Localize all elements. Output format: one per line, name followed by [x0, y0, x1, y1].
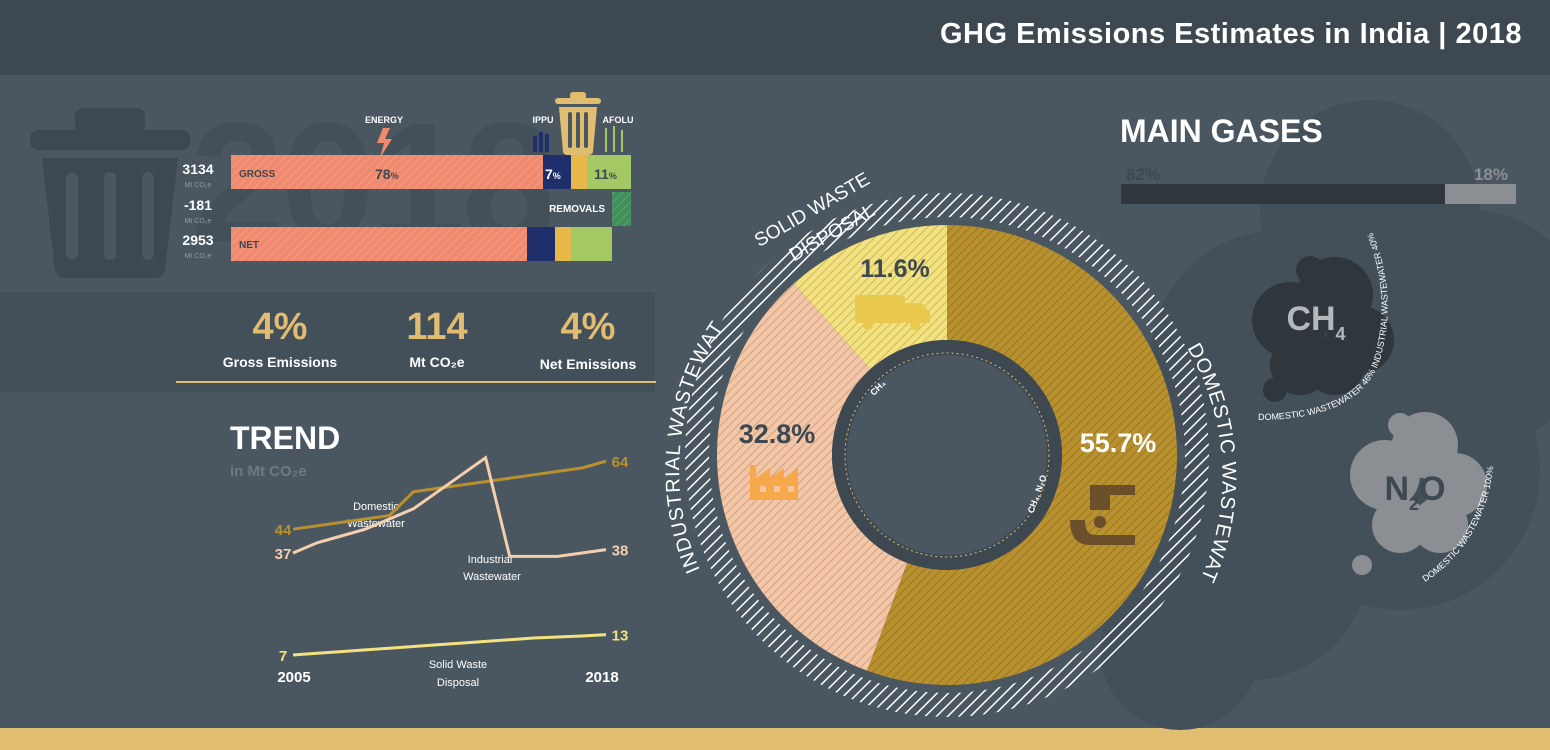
removals-unit: Mt CO₂e: [185, 218, 212, 225]
wheat-icon: [605, 126, 623, 152]
ch4-cloud-icon: [1252, 256, 1394, 402]
gross-unit: Mt CO₂e: [185, 182, 212, 189]
kpi-gross-label: Gross Emissions: [222, 354, 338, 370]
domestic-percent: 55.7%: [1080, 428, 1157, 458]
trend-chart: Domestic Wastewater Industrial Wastewate…: [275, 454, 629, 689]
kpi-net-value: 4%: [560, 306, 616, 348]
factory-icon: [533, 132, 549, 152]
ippu-share-label: 7%: [545, 166, 561, 182]
kpi-mt-value: 114: [406, 306, 468, 348]
gross-value: 3134: [182, 161, 213, 177]
trend-subtitle: in Mt CO₂e: [230, 463, 307, 480]
kpi-net-label: Net Emissions: [539, 356, 637, 372]
net-ippu-bar: [527, 227, 555, 261]
trend-x-start: 2005: [277, 669, 310, 686]
waste-trash-icon: [555, 92, 601, 155]
donut-segment-hatch-1: [717, 283, 908, 671]
trend-end-label-1: 38: [612, 543, 629, 560]
factory-icon: [750, 465, 798, 500]
footer-bar: [0, 728, 1550, 750]
faucet-icon: [1070, 485, 1135, 545]
ippu-label: IPPU: [532, 115, 553, 125]
removals-row-label: REMOVALS: [549, 204, 605, 215]
solid-series-label-1: Solid Waste: [429, 659, 487, 671]
garbage-truck-icon: [855, 295, 930, 330]
gross-waste-bar: [571, 155, 587, 189]
energy-share-label: 78%: [375, 166, 399, 182]
emission-bars: ENERGY IPPU AFOLU 3134 Mt CO₂e -181 Mt C…: [182, 92, 634, 261]
lightning-icon: [377, 128, 392, 158]
net-value: 2953: [182, 232, 213, 248]
net-afolu-bar: [571, 227, 612, 261]
domestic-series-label-1: Domestic: [353, 501, 399, 513]
trend-end-label-2: 13: [612, 628, 629, 645]
kpi-divider: [176, 381, 656, 383]
kpi-mt-label: Mt CO₂e: [409, 354, 465, 370]
page-title: GHG Emissions Estimates in India | 2018: [939, 18, 1522, 50]
trend-title: TREND: [230, 420, 341, 456]
afolu-label: AFOLU: [603, 115, 634, 125]
gross-row-label: GROSS: [239, 169, 275, 180]
header-bar: GHG Emissions Estimates in India | 2018: [0, 0, 1550, 75]
gross-ippu-bar: [543, 155, 571, 189]
net-row-label: NET: [239, 240, 259, 251]
gross-afolu-bar: [587, 155, 631, 189]
trend-line-0: [292, 459, 607, 531]
ch4-share-label: 82%: [1126, 165, 1160, 184]
trend-line-2: [292, 633, 607, 657]
kpi-gross-value: 4%: [252, 306, 308, 348]
n2o-label: N2O: [1384, 470, 1445, 514]
solid-percent: 11.6%: [860, 255, 930, 283]
trend-start-label-2: 7: [279, 648, 287, 665]
industrial-series-label-2: Wastewater: [463, 571, 521, 583]
gas-share-bar-0: [1121, 184, 1445, 204]
net-waste-bar: [555, 227, 571, 261]
trend-start-label-1: 37: [275, 546, 292, 563]
removals-value: -181: [184, 197, 212, 213]
energy-label: ENERGY: [365, 115, 403, 125]
n2o-cloud-icon: [1350, 412, 1487, 575]
n2o-share-label: 18%: [1474, 165, 1508, 184]
net-unit: Mt CO₂e: [185, 253, 212, 260]
solid-series-label-2: Disposal: [437, 677, 479, 689]
main-gases-title: MAIN GASES: [1120, 113, 1323, 149]
donut-center-ring: [844, 352, 1050, 558]
donut-outer-ring-2: [772, 193, 947, 278]
kpi-band: [0, 292, 655, 392]
trend-end-label-0: 64: [612, 454, 629, 471]
industrial-percent: 32.8%: [739, 419, 816, 449]
ch4-label: CH4: [1286, 300, 1345, 344]
trend-line-1: [292, 455, 607, 558]
afolu-share-label: 11%: [594, 166, 617, 182]
donut-center-inner: [847, 355, 1047, 555]
trend-start-label-0: 44: [275, 522, 292, 539]
donut-segment-hatch-0: [867, 225, 1177, 686]
trend-x-end: 2018: [585, 669, 618, 686]
industrial-series-label-1: Industrial: [468, 554, 513, 566]
gas-share-bar-1: [1444, 184, 1516, 204]
donut-outer-ring-1: [684, 259, 865, 701]
